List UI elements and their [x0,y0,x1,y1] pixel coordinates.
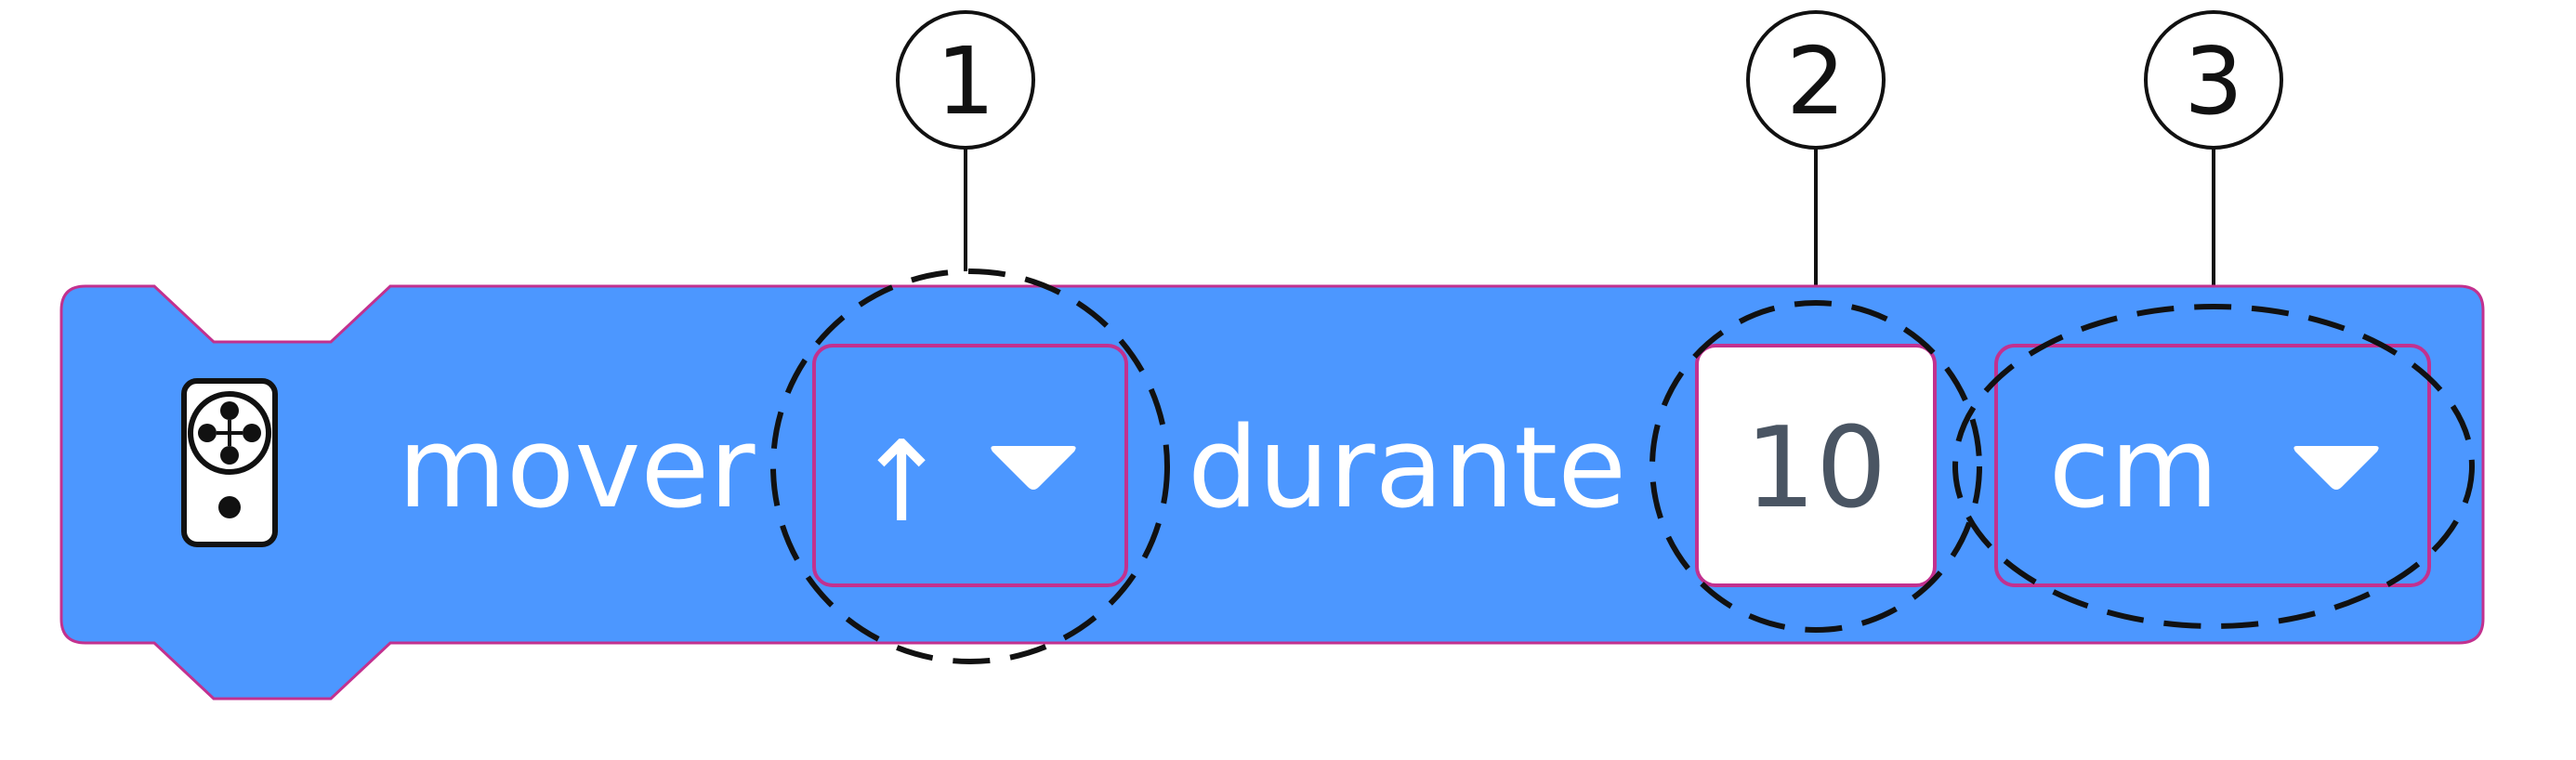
callout-number-3: 3 [2184,27,2243,136]
distance-value: 10 [1745,404,1887,533]
chevron-down-icon [2293,446,2379,490]
callout-highlight-2 [1649,300,1982,633]
chevron-down-icon [991,446,1076,490]
callout-circle-3 [2144,10,2283,150]
unit-value: cm [2049,404,2219,533]
label-for: durante [1188,404,1626,533]
callout-highlight-1 [770,269,1170,664]
callout-lines [964,149,2215,290]
callout-3: 3 [2144,10,2283,150]
direction-dropdown[interactable]: ↑ [812,344,1128,587]
callout-circle-1 [896,10,1035,150]
unit-dropdown[interactable]: cm [1994,344,2431,587]
callout-number-2: 2 [1786,27,1846,136]
callout-highlights [770,269,2475,664]
label-move: mover [398,404,756,533]
callout-circle-2 [1746,10,1886,150]
direction-value: ↑ [855,418,949,547]
callout-1: 1 [896,10,1035,150]
drivetrain-icon [181,378,278,547]
callout-highlight-3 [1952,304,2475,629]
distance-input[interactable]: 10 [1695,344,1937,587]
callout-2: 2 [1746,10,1886,150]
callout-number-1: 1 [936,27,995,136]
